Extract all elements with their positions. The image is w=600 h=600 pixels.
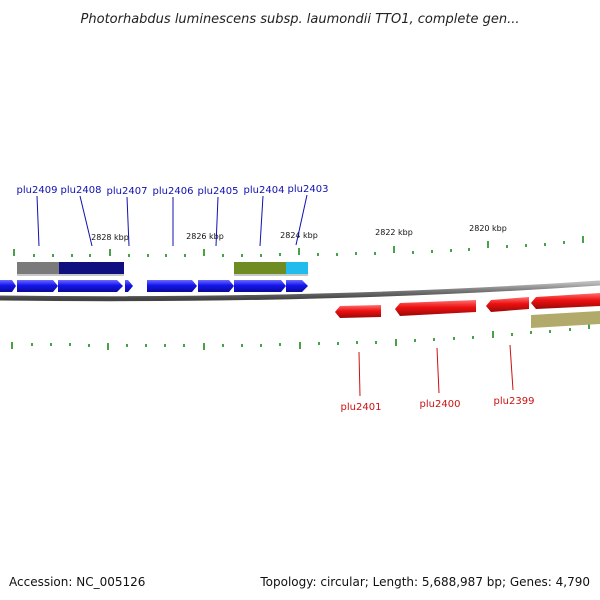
cds-arrow[interactable] (58, 280, 123, 292)
cds-arrow[interactable] (234, 280, 286, 292)
cds-arrow[interactable] (395, 300, 476, 316)
accession-text: Accession: NC_005126 (9, 575, 146, 589)
gene-label-bottom[interactable]: plu2400 (420, 399, 461, 410)
topology-text: Topology: circular; Length: 5,688,987 bp… (260, 575, 590, 589)
cds-arrow[interactable] (531, 293, 600, 309)
top-tick-row (13, 236, 584, 257)
kbp-label: 2828 kbp (91, 233, 129, 242)
top-gene-leaders (36, 194, 308, 247)
kbp-label: 2824 kbp (280, 231, 318, 240)
feature-gray[interactable] (17, 262, 59, 274)
feature-khaki[interactable] (531, 311, 600, 328)
gene-label-top[interactable]: plu2407 (107, 186, 148, 197)
cds-arrow[interactable] (147, 280, 197, 292)
gene-label-top[interactable]: plu2405 (198, 186, 239, 197)
gene-label-top[interactable]: plu2408 (61, 185, 102, 196)
kbp-label: 2820 kbp (469, 224, 507, 233)
cds-arrow[interactable] (486, 297, 529, 312)
map-title: Photorhabdus luminescens subsp. laumondi… (81, 12, 520, 27)
gene-label-bottom[interactable]: plu2399 (494, 396, 535, 407)
gene-label-top[interactable]: plu2406 (153, 186, 194, 197)
bottom-tick-row (11, 322, 590, 350)
feature-navy[interactable] (59, 262, 124, 274)
kbp-label: 2826 kbp (186, 232, 224, 241)
cds-arrow[interactable] (125, 280, 133, 292)
genome-backbone (0, 280, 600, 302)
kbp-label: 2822 kbp (375, 228, 413, 237)
cds-arrow[interactable] (198, 280, 234, 292)
gene-label-bottom[interactable]: plu2401 (341, 402, 382, 413)
gene-label-top[interactable]: plu2403 (288, 184, 329, 195)
cds-arrow[interactable] (17, 280, 58, 292)
feature-olive[interactable] (234, 262, 286, 274)
reverse-cds-track (335, 293, 600, 318)
feature-cyan[interactable] (286, 262, 308, 274)
cds-arrow[interactable] (286, 280, 308, 292)
bottom-gene-leaders (358, 344, 514, 397)
gene-label-top[interactable]: plu2404 (244, 185, 285, 196)
feature-shadow (234, 274, 308, 276)
cds-arrow[interactable] (0, 280, 16, 292)
cds-arrow[interactable] (335, 305, 381, 318)
feature-shadow (17, 274, 124, 276)
gene-label-top[interactable]: plu2409 (17, 185, 58, 196)
forward-cds-track (0, 280, 308, 292)
